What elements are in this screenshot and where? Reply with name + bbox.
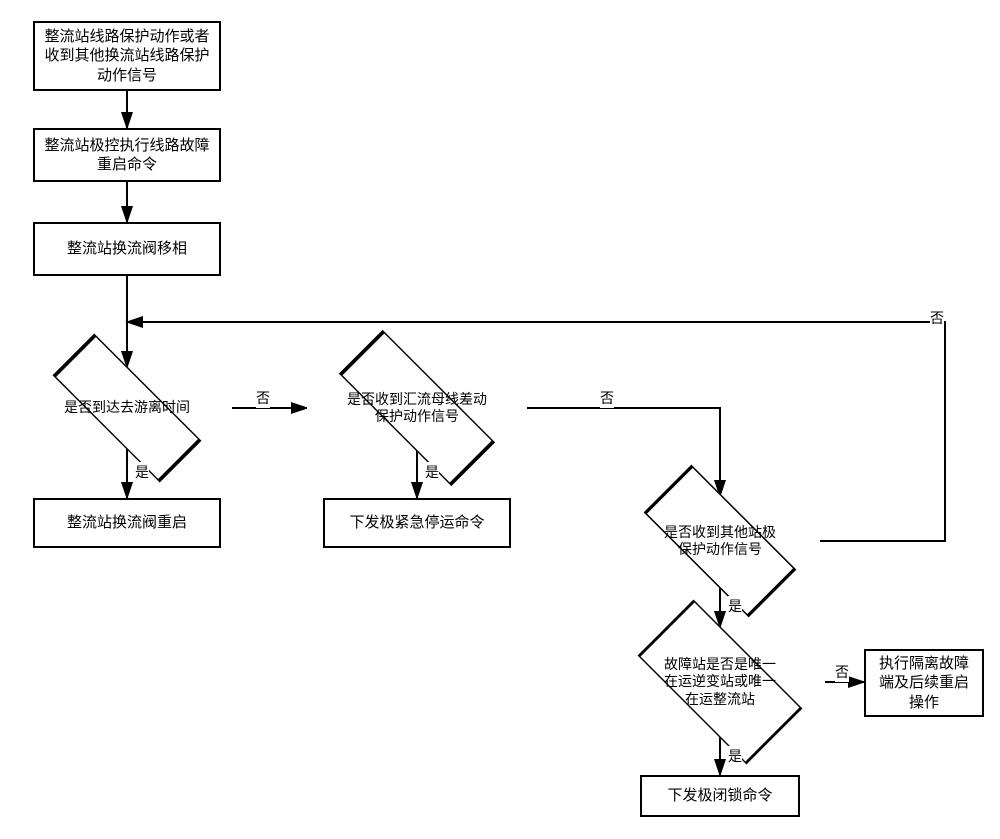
process-n6: 执行隔离故障端及后续重启操作 [864, 649, 984, 717]
edge-label-no: 否 [930, 308, 944, 328]
decision-d2: 是否收到汇流母线差动保护动作信号 [307, 365, 527, 451]
process-n4: 整流站换流阀重启 [33, 498, 221, 548]
node-text: 是否收到其他站极保护动作信号 [655, 524, 785, 559]
node-text: 整流站换流阀重启 [67, 513, 187, 533]
process-n7: 下发极闭锁命令 [640, 775, 800, 817]
edge-label-yes: 是 [728, 746, 742, 766]
edge-label-no: 否 [835, 662, 849, 682]
process-n1: 整流站线路保护动作或者收到其他换流站线路保护动作信号 [33, 21, 221, 91]
process-n5: 下发极紧急停运命令 [323, 498, 511, 548]
process-n2: 整流站极控执行线路故障重启命令 [33, 128, 221, 182]
edge-label-no: 否 [600, 388, 614, 408]
node-text: 整流站换流阀移相 [67, 239, 187, 259]
edge-label-yes: 是 [728, 596, 742, 616]
node-text: 是否收到汇流母线差动保护动作信号 [342, 391, 492, 426]
node-text: 执行隔离故障端及后续重启操作 [874, 654, 974, 713]
node-text: 下发极紧急停运命令 [349, 513, 484, 533]
edge-label-no: 否 [256, 388, 270, 408]
process-n3: 整流站换流阀移相 [33, 222, 221, 276]
edge-label-yes: 是 [425, 462, 439, 482]
decision-d1: 是否到达去游离时间 [22, 367, 232, 449]
decision-d4: 故障站是否是唯一在运逆变站或唯一在运整流站 [615, 627, 825, 737]
node-text: 整流站极控执行线路故障重启命令 [43, 136, 211, 175]
node-text: 故障站是否是唯一在运逆变站或唯一在运整流站 [655, 656, 785, 709]
node-text: 整流站线路保护动作或者收到其他换流站线路保护动作信号 [43, 27, 211, 86]
decision-d3: 是否收到其他站极保护动作信号 [620, 496, 820, 586]
node-text: 下发极闭锁命令 [667, 786, 772, 806]
node-text: 是否到达去游离时间 [60, 399, 194, 417]
edge-label-yes: 是 [135, 462, 149, 482]
